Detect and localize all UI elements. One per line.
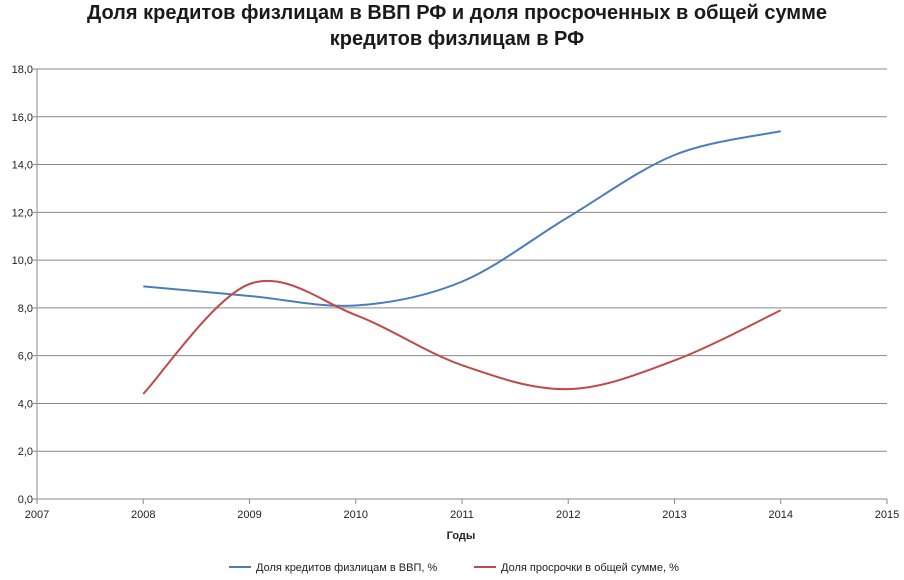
gridlines bbox=[37, 68, 887, 452]
x-tick-label: 2007 bbox=[25, 509, 49, 521]
axes bbox=[33, 68, 887, 500]
chart-title-line-2: кредитов физлицам в РФ bbox=[330, 28, 584, 50]
legend-label: Доля кредитов физлицам в ВВП, % bbox=[256, 562, 437, 574]
x-tick-label: 2009 bbox=[237, 509, 261, 521]
y-tick-label: 2,0 bbox=[18, 446, 33, 458]
y-tick-label: 14,0 bbox=[12, 160, 33, 172]
y-tick-label: 12,0 bbox=[12, 207, 33, 219]
y-tick-label: 18,0 bbox=[12, 64, 33, 76]
y-tick-label: 6,0 bbox=[18, 351, 33, 363]
series-lines bbox=[142, 130, 782, 395]
chart-title: Доля кредитов физлицам в ВВП РФ и доля п… bbox=[87, 2, 827, 50]
y-tick-label: 8,0 bbox=[18, 303, 33, 315]
x-tick-label: 2014 bbox=[769, 509, 793, 521]
x-tick-label: 2013 bbox=[662, 509, 686, 521]
series-line-1 bbox=[143, 130, 781, 307]
y-tick-label: 0,0 bbox=[18, 494, 33, 506]
series-line-2 bbox=[142, 279, 782, 395]
chart-title-line-1: Доля кредитов физлицам в ВВП РФ и доля п… bbox=[87, 2, 827, 24]
x-axis-title: Годы bbox=[447, 530, 476, 542]
x-tick-label: 2010 bbox=[344, 509, 368, 521]
x-tick-label: 2011 bbox=[450, 509, 474, 521]
y-axis-ticks: 0,0 2,0 4,0 6,0 8,0 10,0 12,0 14,0 16,0 18,0 bbox=[12, 64, 33, 506]
x-tick-label: 2008 bbox=[131, 509, 155, 521]
legend: Доля кредитов физлицам в ВВП, % Доля прос… bbox=[229, 562, 679, 574]
y-tick-label: 10,0 bbox=[12, 255, 33, 267]
x-axis-ticks: 2007 2008 2009 2010 2011 2012 2013 2014 2015 bbox=[25, 499, 899, 521]
y-tick-label: 16,0 bbox=[12, 112, 33, 124]
y-tick-label: 4,0 bbox=[18, 398, 33, 410]
x-tick-label: 2015 bbox=[875, 509, 899, 521]
legend-label: Доля просрочки в общей сумме, % bbox=[501, 562, 679, 574]
x-tick-label: 2012 bbox=[556, 509, 580, 521]
